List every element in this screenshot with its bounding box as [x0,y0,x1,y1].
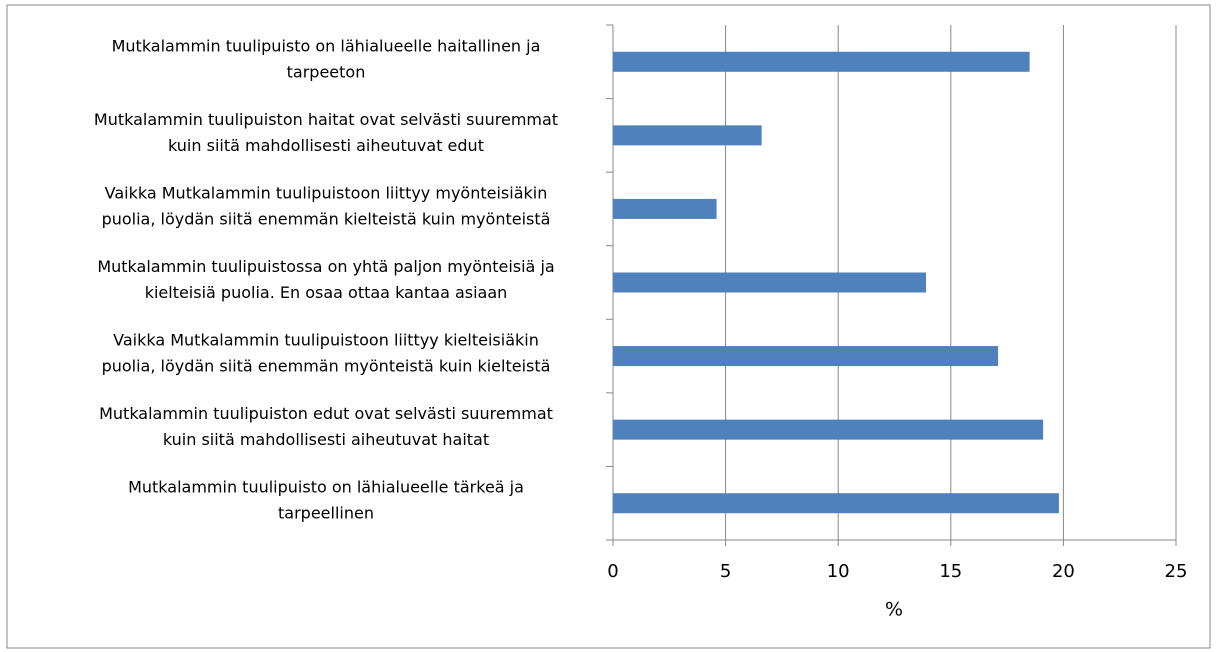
y-tick-label: Mutkalammin tuulipuiston edut ovat selvä… [99,404,553,423]
bar [613,493,1059,514]
chart-frame [6,4,1211,649]
bar [613,198,717,219]
x-tick-label: 10 [827,561,850,582]
x-tick-label: 0 [607,561,618,582]
y-tick-label: Vaikka Mutkalammin tuulipuistoon liittyy… [105,183,548,202]
y-tick-label: puolia, löydän siitä enemmän kielteistä … [102,209,551,228]
bar [613,419,1044,440]
y-tick-label: tarpeellinen [278,504,374,523]
y-tick-label: Vaikka Mutkalammin tuulipuistoon liittyy… [113,331,539,350]
y-tick-label: Mutkalammin tuulipuiston haitat ovat sel… [94,110,558,129]
bar [613,272,927,293]
bar [613,51,1030,72]
y-tick-label: Mutkalammin tuulipuistossa on yhtä paljo… [97,257,554,276]
y-tick-label: puolia, löydän siitä enemmän myönteistä … [102,357,551,376]
y-tick-label: Mutkalammin tuulipuisto on lähialueelle … [112,36,541,55]
y-tick-label: kuin siitä mahdollisesti aiheutuvat edut [168,136,484,155]
x-tick-label: 5 [720,561,731,582]
x-tick-label: 15 [939,561,962,582]
bar [613,125,762,146]
x-tick-label: 25 [1165,561,1188,582]
y-tick-label: Mutkalammin tuulipuisto on lähialueelle … [128,478,524,497]
y-tick-label: kielteisiä puolia. En osaa ottaa kantaa … [145,283,508,302]
y-tick-label: tarpeeton [287,62,366,81]
y-tick-label: kuin siitä mahdollisesti aiheutuvat hait… [163,430,489,449]
x-tick-label: 20 [1052,561,1075,582]
bar [613,346,999,367]
x-axis-title: % [885,599,903,621]
